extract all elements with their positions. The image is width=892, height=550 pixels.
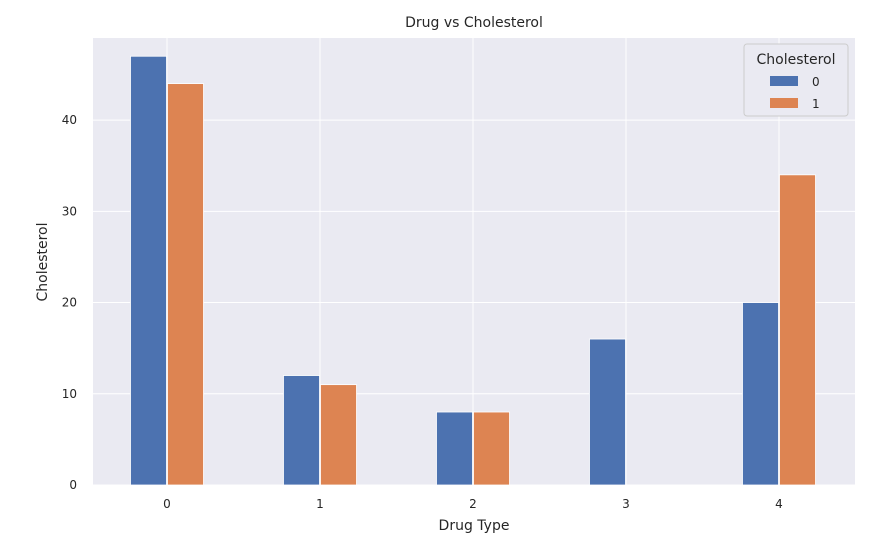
x-tick-label: 1 <box>316 497 324 511</box>
x-tick-label: 2 <box>469 497 477 511</box>
y-tick-label: 30 <box>62 204 77 218</box>
bar-series-0-cat-4 <box>742 302 779 486</box>
legend-label-1: 1 <box>812 97 820 111</box>
legend-swatch-0 <box>770 76 798 86</box>
x-tick-label: 0 <box>163 497 171 511</box>
bar-series-0-cat-0 <box>130 55 167 486</box>
bar-series-0-cat-1 <box>283 375 320 486</box>
bar-series-0-cat-2 <box>436 411 473 486</box>
chart-title: Drug vs Cholesterol <box>405 15 543 31</box>
x-ticks: 0 1 2 3 4 <box>163 497 783 511</box>
y-tick-label: 0 <box>69 478 77 492</box>
legend-title: Cholesterol <box>756 52 835 68</box>
x-tick-label: 4 <box>775 497 783 511</box>
bar-series-1-cat-4 <box>779 174 816 486</box>
y-tick-label: 20 <box>62 296 77 310</box>
bars <box>130 55 816 486</box>
y-tick-label: 40 <box>62 113 77 127</box>
bar-series-1-cat-2 <box>473 411 510 486</box>
bar-series-1-cat-1 <box>320 384 357 486</box>
plot-area <box>93 38 855 485</box>
legend-swatch-1 <box>770 98 798 108</box>
y-axis-label: Cholesterol <box>35 222 51 301</box>
bar-series-0-cat-3 <box>589 338 626 486</box>
grid-lines <box>93 38 855 486</box>
legend: Cholesterol 0 1 <box>743 43 849 117</box>
y-tick-label: 10 <box>62 387 77 401</box>
y-ticks: 0 10 20 30 40 <box>62 113 77 492</box>
legend-label-0: 0 <box>812 75 820 89</box>
bar-series-1-cat-0 <box>167 83 204 486</box>
x-tick-label: 3 <box>622 497 630 511</box>
x-axis-label: Drug Type <box>439 518 510 534</box>
